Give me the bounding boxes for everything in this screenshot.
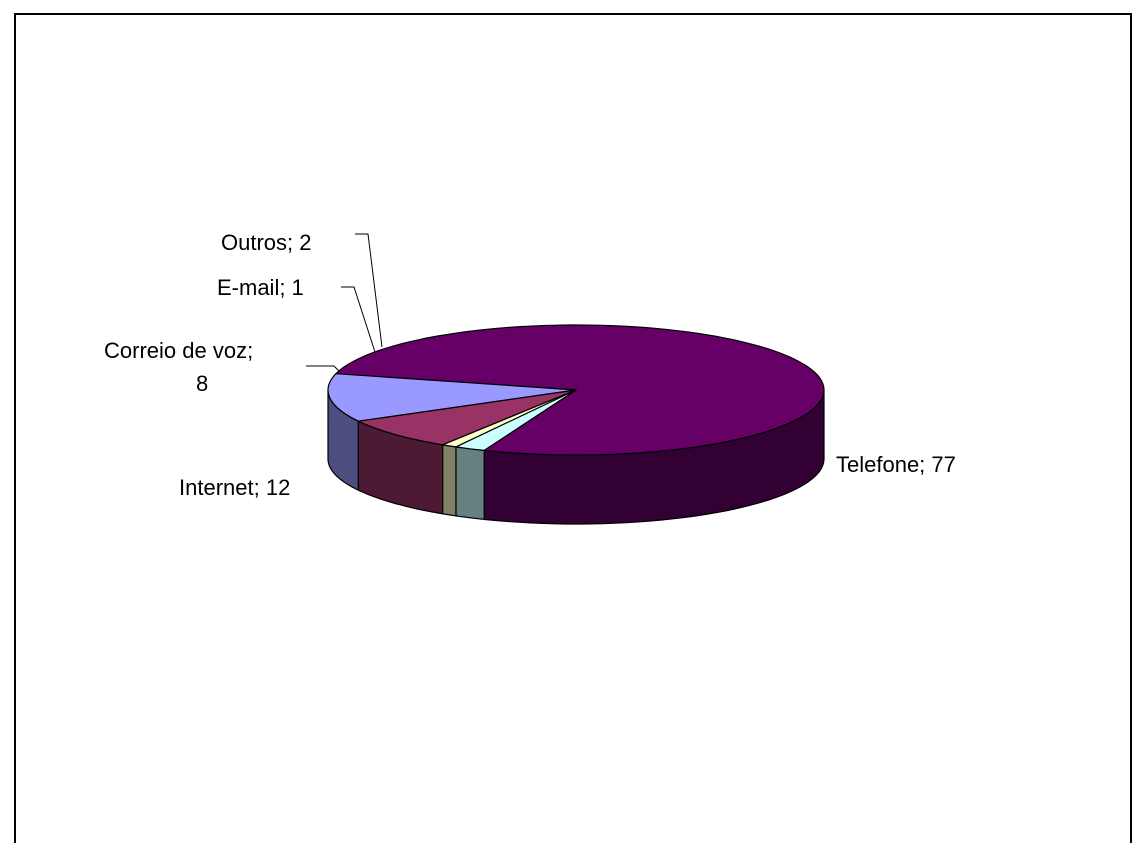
- data-labels: Telefone; 77 Internet; 12 Correio de voz…: [104, 230, 956, 500]
- data-label-telefone: Telefone; 77: [836, 452, 956, 477]
- leader-line-correio-de-voz: [306, 365, 341, 373]
- pie-side-email: [442, 443, 457, 517]
- data-label-outros: Outros; 2: [221, 230, 311, 255]
- data-label-internet: Internet; 12: [179, 475, 290, 500]
- leader-lines: [306, 233, 383, 373]
- pie-slice-internet: [327, 373, 577, 422]
- leader-line-outros: [355, 233, 383, 348]
- data-label-correio-de-voz-value: 8: [196, 371, 208, 396]
- pie-slice-telefone: [335, 324, 825, 456]
- leader-line-email: [341, 286, 376, 353]
- pie-slice-outros: [455, 389, 577, 451]
- pie-top: [327, 324, 825, 456]
- pie-slice-correio-de-voz: [357, 389, 577, 446]
- pie-side-outros: [455, 446, 485, 521]
- data-label-correio-de-voz: Correio de voz;: [104, 338, 253, 363]
- data-label-email: E-mail; 1: [217, 275, 304, 300]
